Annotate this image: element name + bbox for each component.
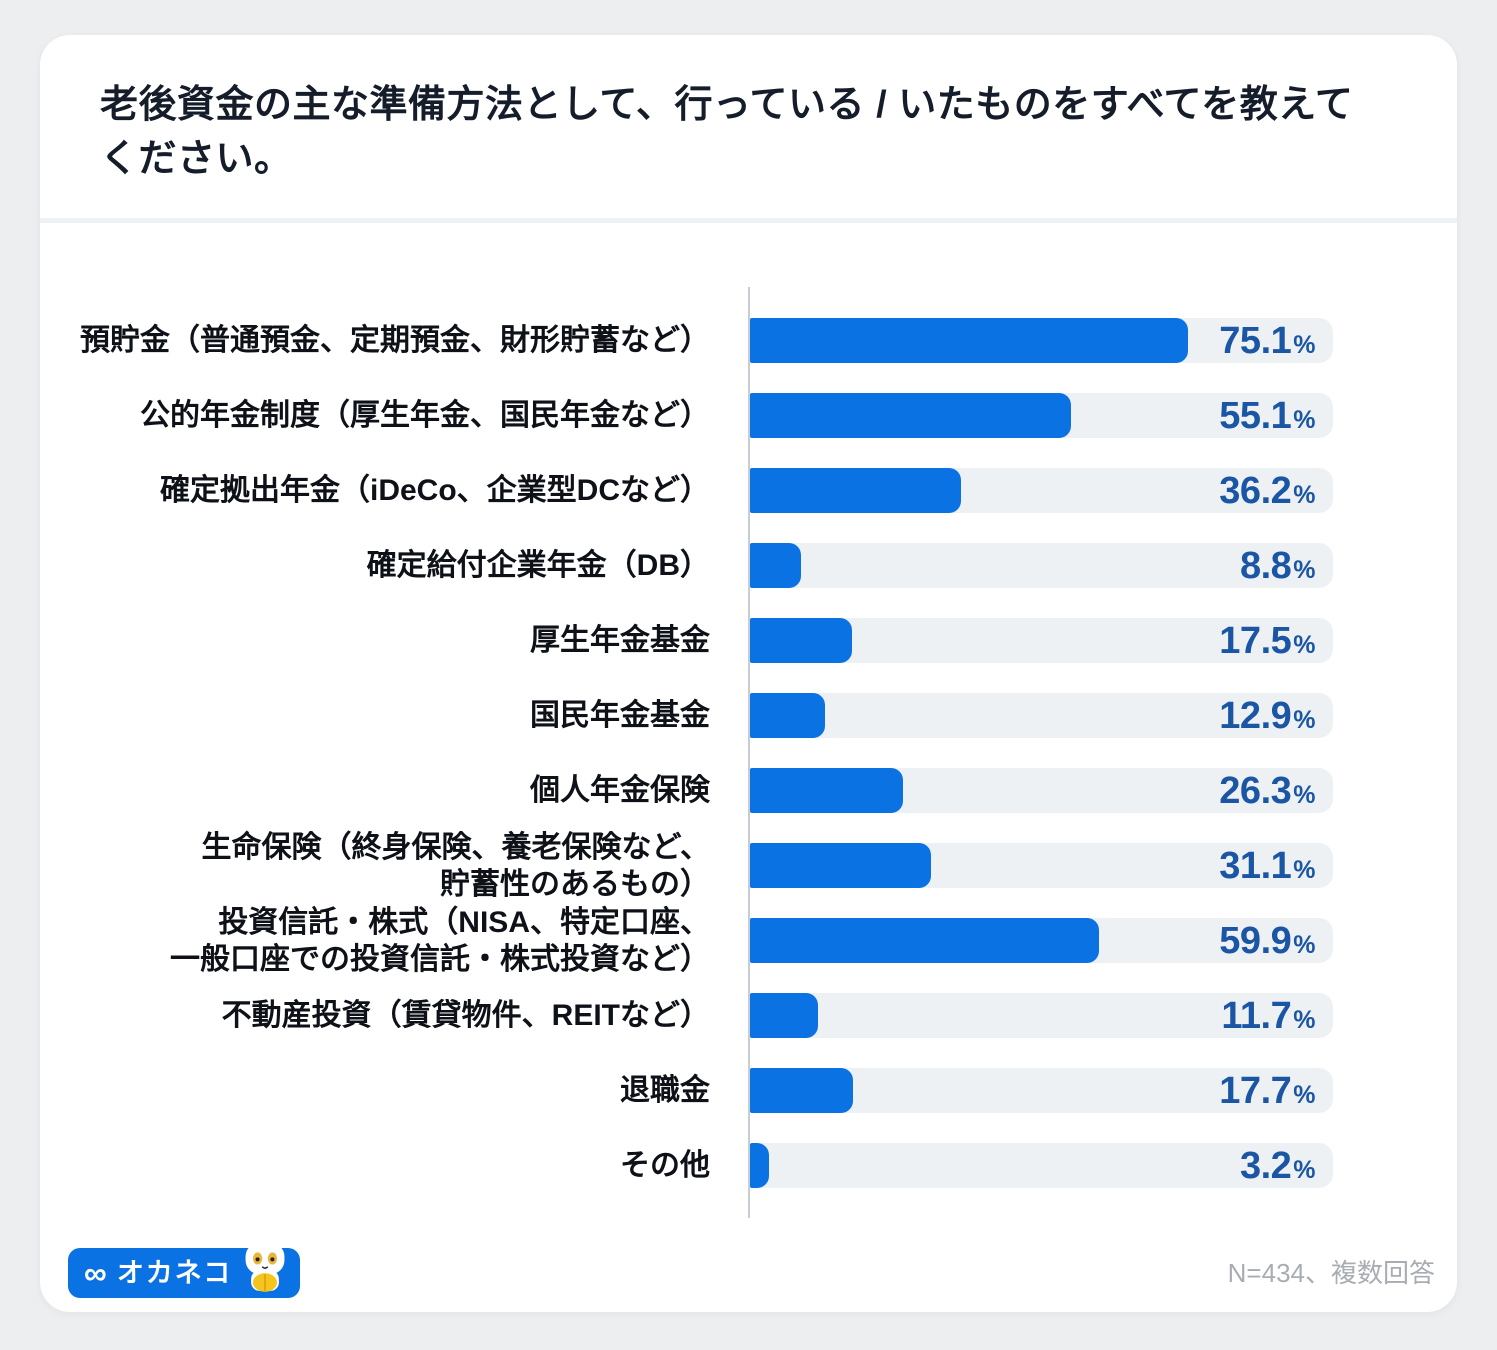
percent-sign: %: [1293, 480, 1315, 509]
bar: [750, 468, 962, 513]
bar-cell: 12.9 %: [750, 693, 1333, 738]
category-label: 預貯金（普通預金、定期預金、財形貯蓄など）: [80, 324, 710, 357]
chart-row: 国民年金基金 12.9 %: [40, 678, 1457, 753]
value-number: 3.2: [1239, 1144, 1292, 1187]
bar-track: [750, 993, 1333, 1038]
value-number: 75.1: [1219, 319, 1292, 362]
chart-row: 厚生年金基金 17.5 %: [40, 603, 1457, 678]
title-divider: [40, 218, 1457, 223]
chart-row: 預貯金（普通預金、定期預金、財形貯蓄など） 75.1 %: [40, 303, 1457, 378]
sample-size-note: N=434、複数回答: [1227, 1258, 1435, 1288]
chart-row: 確定拠出年金（iDeCo、企業型DCなど） 36.2 %: [40, 453, 1457, 528]
percent-sign: %: [1293, 705, 1315, 734]
chart-row: 不動産投資（賃貸物件、REITなど） 11.7 %: [40, 978, 1457, 1053]
value-number: 26.3: [1219, 769, 1292, 812]
chart-row: 公的年金制度（厚生年金、国民年金など） 55.1 %: [40, 378, 1457, 453]
percent-sign: %: [1293, 1080, 1315, 1109]
value-label: 31.1 %: [1219, 847, 1315, 885]
bar-cell: 17.7 %: [750, 1068, 1333, 1113]
chart-row: その他 3.2 %: [40, 1128, 1457, 1203]
category-label: 退職金: [620, 1074, 710, 1107]
bar-cell: 75.1 %: [750, 318, 1333, 363]
bar-cell: 59.9 %: [750, 918, 1333, 963]
value-number: 36.2: [1219, 469, 1292, 512]
value-number: 11.7: [1221, 994, 1292, 1037]
category-label: 厚生年金基金: [530, 624, 710, 657]
value-number: 17.5: [1219, 619, 1292, 662]
bar-cell: 31.1 %: [750, 843, 1333, 888]
value-number: 59.9: [1219, 919, 1292, 962]
percent-sign: %: [1293, 405, 1315, 434]
bar-cell: 17.5 %: [750, 618, 1333, 663]
value-number: 8.8: [1239, 544, 1292, 587]
value-label: 3.2 %: [1239, 1144, 1316, 1187]
bar-cell: 55.1 %: [750, 393, 1333, 438]
value-label: 55.1 %: [1219, 397, 1315, 435]
bar: [750, 1143, 769, 1188]
percent-sign: %: [1293, 930, 1315, 959]
bar-cell: 36.2 %: [750, 468, 1333, 513]
okaneko-cat-icon: [240, 1233, 290, 1300]
value-label: 17.7 %: [1219, 1072, 1315, 1110]
category-label: 国民年金基金: [530, 699, 710, 732]
chart-row: 投資信託・株式（NISA、特定口座、 一般口座での投資信託・株式投資など） 59.…: [40, 903, 1457, 978]
bar-cell: 8.8 %: [750, 543, 1333, 588]
value-number: 55.1: [1219, 394, 1292, 437]
category-label: その他: [620, 1149, 710, 1182]
category-label: 生命保険（終身保険、養老保険など、 貯蓄性のあるもの）: [201, 830, 711, 901]
chart-row: 退職金 17.7 %: [40, 1053, 1457, 1128]
percent-sign: %: [1293, 1155, 1315, 1184]
category-label: 個人年金保険: [530, 774, 710, 807]
category-label: 確定給付企業年金（DB）: [366, 549, 710, 582]
bar: [750, 768, 904, 813]
okaneko-logo: ∞ オカネコ: [68, 1235, 301, 1298]
bar: [750, 318, 1188, 363]
axis-line: [748, 287, 750, 1218]
category-label: 投資信託・株式（NISA、特定口座、 一般口座での投資信託・株式投資など）: [170, 905, 710, 976]
okaneko-logo-text: オカネコ: [116, 1257, 233, 1288]
value-label: 75.1 %: [1219, 322, 1315, 360]
bar: [750, 843, 932, 888]
value-label: 12.9 %: [1219, 697, 1315, 735]
value-label: 17.5 %: [1219, 622, 1315, 660]
percent-sign: %: [1293, 1005, 1315, 1034]
percent-sign: %: [1293, 555, 1315, 584]
bar: [750, 993, 819, 1038]
category-label: 確定拠出年金（iDeCo、企業型DCなど）: [159, 474, 710, 507]
bar-cell: 3.2 %: [750, 1143, 1333, 1188]
chart-row: 生命保険（終身保険、養老保険など、 貯蓄性のあるもの） 31.1 %: [40, 828, 1457, 903]
value-label: 8.8 %: [1239, 544, 1316, 587]
value-label: 11.7 %: [1221, 997, 1315, 1035]
bar: [750, 618, 853, 663]
value-label: 26.3 %: [1219, 772, 1315, 810]
bar-track: [750, 693, 1333, 738]
chart-row: 個人年金保険 26.3 %: [40, 753, 1457, 828]
bar: [750, 543, 802, 588]
percent-sign: %: [1293, 780, 1315, 809]
chart-row: 確定給付企業年金（DB） 8.8 %: [40, 528, 1457, 603]
bar-track: [750, 1143, 1333, 1188]
bar-cell: 11.7 %: [750, 993, 1333, 1038]
value-number: 31.1: [1219, 844, 1292, 887]
survey-card: 老後資金の主な準備方法として、行っている / いたものをすべてを教えてください。…: [40, 35, 1457, 1312]
bar-track: [750, 543, 1333, 588]
chart-rows: 預貯金（普通預金、定期預金、財形貯蓄など） 75.1 % 公的年金制度（厚生年金…: [40, 303, 1457, 1203]
value-label: 36.2 %: [1219, 472, 1315, 510]
percent-sign: %: [1293, 855, 1315, 884]
value-number: 17.7: [1219, 1069, 1292, 1112]
bar: [750, 1068, 854, 1113]
category-label: 不動産投資（賃貸物件、REITなど）: [221, 999, 710, 1032]
value-label: 59.9 %: [1219, 922, 1315, 960]
survey-question-title: 老後資金の主な準備方法として、行っている / いたものをすべてを教えてください。: [100, 84, 1354, 180]
bar: [750, 918, 1100, 963]
bar-cell: 26.3 %: [750, 768, 1333, 813]
infinity-icon: ∞: [84, 1255, 107, 1291]
percent-sign: %: [1293, 630, 1315, 659]
card-header: 老後資金の主な準備方法として、行っている / いたものをすべてを教えてください。: [40, 35, 1457, 187]
percent-sign: %: [1293, 330, 1315, 359]
bar: [750, 693, 826, 738]
category-label: 公的年金制度（厚生年金、国民年金など）: [140, 399, 710, 432]
bar: [750, 393, 1072, 438]
value-number: 12.9: [1219, 694, 1292, 737]
